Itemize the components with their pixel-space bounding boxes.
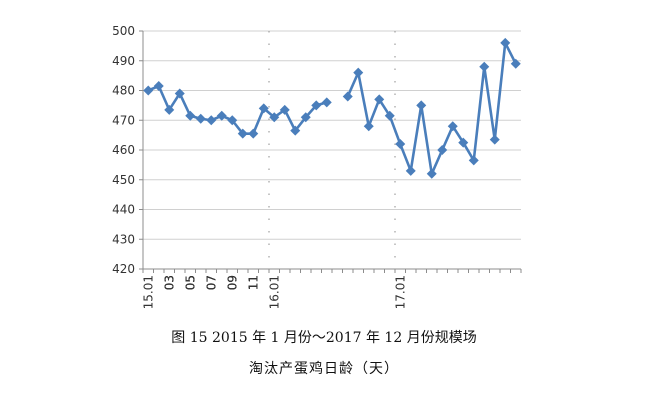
data-point [353, 67, 364, 78]
data-point [206, 115, 217, 126]
data-point [185, 110, 196, 121]
data-point [405, 165, 416, 176]
x-tick-label: 11 [246, 275, 260, 290]
data-point [363, 121, 374, 132]
data-point [500, 37, 511, 48]
data-point [426, 168, 437, 179]
y-tick-label: 430 [112, 232, 135, 246]
axes [139, 30, 522, 273]
data-point [384, 110, 395, 121]
x-tick-label: 07 [204, 275, 218, 290]
series-line [147, 41, 517, 176]
data-point [153, 81, 164, 92]
data-markers [143, 37, 521, 179]
x-tick-label: 07 [204, 275, 218, 290]
data-point [458, 137, 469, 148]
y-tick-label: 480 [112, 84, 135, 98]
data-point [311, 100, 322, 111]
line-chart: 420 430 440 450 460 470 480 490 500 15.01 03 05 07 0… [112, 24, 522, 309]
data-point [342, 91, 353, 102]
chart-subtitle: 淘汰产蛋鸡日龄（天） [249, 361, 399, 377]
data-point [227, 115, 238, 126]
x-tick-label: 03 [162, 275, 176, 290]
x-tick-label: 09 [225, 275, 239, 290]
data-point [269, 112, 280, 123]
x-tick-label: 09 [225, 275, 239, 290]
data-point [216, 110, 227, 121]
data-point [416, 100, 427, 111]
data-point [479, 61, 490, 72]
series-line-segment [346, 41, 517, 176]
x-tick-label: 07 [204, 275, 218, 290]
data-point [174, 88, 185, 99]
x-tick-label: 09 [225, 275, 239, 290]
data-point [510, 58, 521, 69]
y-tick-label: 420 [112, 262, 135, 276]
series-line-segment [147, 84, 328, 135]
grid-lines [143, 30, 521, 240]
x-tick-label: 03 [162, 275, 176, 290]
x-tick-label: 15.01 [141, 275, 155, 309]
x-tick-label: 05 [183, 275, 197, 290]
data-point [279, 104, 290, 115]
x-tick-label: 05 [183, 275, 197, 290]
data-point [258, 103, 269, 114]
data-point [395, 139, 406, 150]
y-tick-label: 490 [112, 54, 135, 68]
data-point [143, 85, 154, 96]
data-point [195, 113, 206, 124]
x-tick-label: 17.01 [393, 275, 407, 309]
x-tick-label: 11 [246, 275, 260, 290]
data-point [468, 155, 479, 166]
chart-title: 图 15 2015 年 1 月份～2017 年 12 月份规模场 [171, 330, 477, 346]
data-point [489, 134, 500, 145]
x-tick-label: 11 [246, 275, 260, 290]
data-point [374, 94, 385, 105]
data-point [164, 104, 175, 115]
data-point [237, 128, 248, 139]
data-point [248, 128, 259, 139]
x-tick-label: 05 [183, 275, 197, 290]
y-tick-label: 470 [112, 113, 135, 127]
data-point [321, 97, 332, 108]
data-point [300, 112, 311, 123]
data-point [437, 145, 448, 155]
y-tick-label: 460 [112, 143, 135, 157]
y-tick-label: 500 [112, 24, 135, 38]
y-tick-label: 450 [112, 173, 135, 187]
data-point [447, 121, 458, 132]
y-tick-label: 440 [112, 203, 135, 217]
x-tick-label: 16.01 [267, 275, 281, 309]
data-point [290, 125, 301, 136]
y-tick-labels: 420 430 440 450 460 470 480 490 500 [112, 24, 135, 276]
x-tick-label: 03 [162, 275, 176, 290]
